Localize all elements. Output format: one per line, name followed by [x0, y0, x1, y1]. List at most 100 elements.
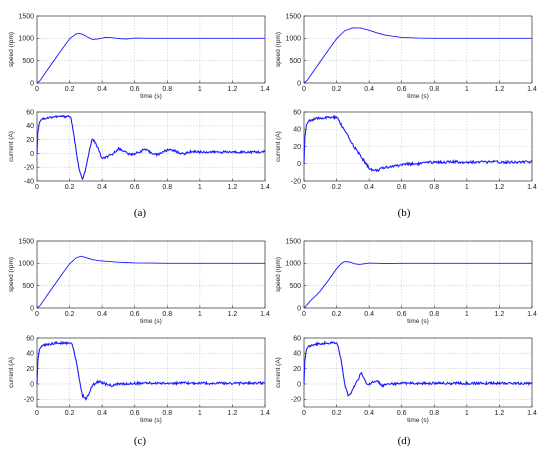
plot-area [37, 338, 265, 407]
x-tick-label: 1 [465, 184, 469, 191]
x-tick-label: 0.4 [364, 311, 374, 318]
x-tick-label: 0.6 [397, 311, 407, 318]
x-tick-label: 0 [35, 410, 39, 417]
x-tick-label: 0 [35, 311, 39, 318]
x-tick-label: 0 [302, 184, 306, 191]
x-tick-label: 1.4 [260, 410, 270, 417]
y-tick-label: 1500 [285, 238, 301, 245]
plot-frame [36, 15, 266, 84]
x-tick-label: 1.2 [228, 86, 238, 93]
x-tick-label: 0.8 [162, 311, 172, 318]
series-line [303, 340, 533, 397]
x-tick-label: 0 [35, 184, 39, 191]
y-tick-label: 60 [26, 109, 34, 116]
y-axis-label: current (A) [8, 131, 15, 162]
series-line [36, 114, 266, 181]
x-tick-label: 1.4 [260, 311, 270, 318]
y-tick-label: 20 [26, 137, 34, 144]
x-tick-label: 0.4 [364, 410, 374, 417]
y-tick-label: 500 [22, 58, 34, 65]
x-tick-label: 0.8 [162, 86, 172, 93]
y-tick-label: 0 [297, 80, 301, 87]
series-line [36, 340, 266, 401]
x-tick-label: 0.6 [130, 311, 140, 318]
y-tick-label: 40 [26, 351, 34, 358]
x-tick-label: 0.4 [364, 184, 374, 191]
x-tick-label: 1.2 [495, 311, 505, 318]
y-tick-label: 500 [22, 283, 34, 290]
y-tick-label: 20 [26, 366, 34, 373]
y-tick-label: 500 [289, 58, 301, 65]
x-tick-label: 0.2 [332, 86, 342, 93]
x-axis-label: time (s) [407, 417, 429, 424]
y-tick-label: 0 [297, 381, 301, 388]
y-axis-label: speed (rpm) [8, 257, 15, 292]
panel-b: 0 0.2 0.4 0.6 0.8 1 1.2 1.4 0 500 1000 1500 time (s)… [275, 13, 537, 219]
x-axis-label: time (s) [407, 93, 429, 100]
y-tick-label: 60 [26, 335, 34, 342]
x-tick-label: 0 [35, 86, 39, 93]
x-tick-label: 0.4 [97, 184, 107, 191]
x-tick-label: 0.4 [97, 86, 107, 93]
panel-a: 0 0.2 0.4 0.6 0.8 1 1.2 1.4 0 500 1000 1500 time (s)… [8, 13, 270, 219]
y-tick-label: -20 [24, 165, 34, 172]
y-tick-label: 1500 [18, 238, 34, 245]
x-tick-label: 0.8 [429, 86, 439, 93]
y-tick-label: 60 [293, 109, 301, 116]
x-tick-label: 0.6 [397, 184, 407, 191]
chart-a-speed: 0 0.2 0.4 0.6 0.8 1 1.2 1.4 0 500 1000 1500 time (s)… [8, 13, 270, 100]
y-tick-label: 1000 [285, 36, 301, 43]
plot-frame [303, 15, 533, 84]
x-tick-label: 0.8 [429, 311, 439, 318]
y-tick-label: 1500 [18, 13, 34, 20]
x-tick-label: 1.2 [228, 410, 238, 417]
y-axis-label: current (A) [275, 357, 282, 388]
x-tick-label: 0.2 [332, 311, 342, 318]
x-tick-label: 1 [198, 410, 202, 417]
plot-area [304, 338, 532, 407]
plot-frame [36, 240, 266, 309]
chart-b-speed: 0 0.2 0.4 0.6 0.8 1 1.2 1.4 0 500 1000 1500 time (s)… [275, 13, 537, 100]
plot-area [37, 112, 265, 181]
caption-d: (d) [398, 435, 411, 447]
panel-c: 0 0.2 0.4 0.6 0.8 1 1.2 1.4 0 500 1000 1500 time (s)… [8, 238, 270, 447]
y-axis-label: speed (rpm) [275, 32, 282, 67]
y-tick-label: 40 [293, 127, 301, 134]
x-tick-label: 0.2 [65, 184, 75, 191]
y-axis-label: current (A) [275, 131, 282, 162]
panel-d: 0 0.2 0.4 0.6 0.8 1 1.2 1.4 0 500 1000 1500 time (s)… [275, 238, 537, 447]
y-axis-label: current (A) [8, 357, 15, 388]
y-tick-label: -20 [291, 178, 301, 185]
x-tick-label: 0.4 [97, 410, 107, 417]
y-tick-label: 1000 [18, 261, 34, 268]
y-axis-label: speed (rpm) [275, 257, 282, 292]
y-tick-label: 40 [26, 123, 34, 130]
y-tick-label: 0 [30, 80, 34, 87]
y-tick-label: -20 [24, 397, 34, 404]
x-tick-label: 1.2 [228, 311, 238, 318]
y-tick-label: -40 [24, 178, 34, 185]
x-axis-label: time (s) [140, 417, 162, 424]
x-tick-label: 0 [302, 311, 306, 318]
x-tick-label: 0.8 [429, 184, 439, 191]
x-tick-label: 1 [465, 86, 469, 93]
series-line [303, 27, 532, 84]
x-tick-label: 0.8 [429, 410, 439, 417]
x-tick-label: 1.2 [228, 184, 238, 191]
x-tick-label: 0.2 [332, 184, 342, 191]
x-axis-label: time (s) [407, 318, 429, 325]
x-tick-label: 0.6 [130, 410, 140, 417]
plot-area [37, 241, 265, 308]
series-line [303, 261, 532, 309]
caption-b: (b) [398, 207, 411, 219]
caption-c: (c) [134, 435, 147, 447]
y-tick-label: 0 [297, 161, 301, 168]
y-tick-label: 1000 [18, 36, 34, 43]
y-tick-label: 40 [293, 351, 301, 358]
x-tick-label: 1.2 [495, 86, 505, 93]
x-tick-label: 0.8 [162, 184, 172, 191]
